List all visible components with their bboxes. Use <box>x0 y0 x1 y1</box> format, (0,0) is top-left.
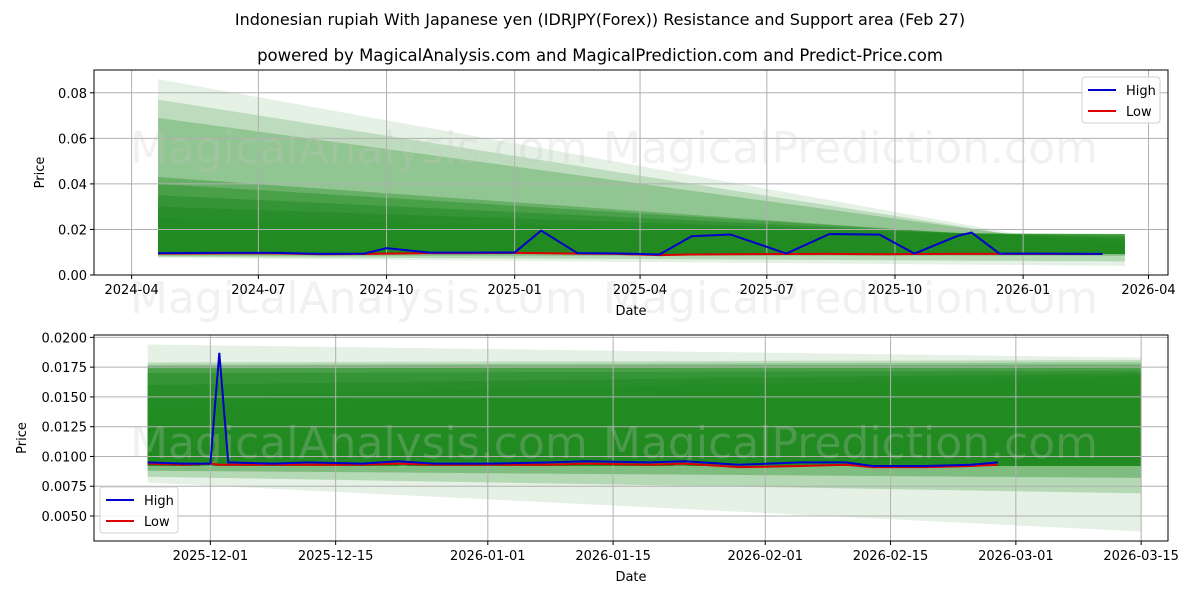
y-axis-label: Price <box>15 422 30 454</box>
axes-frame <box>93 334 1169 542</box>
x-tick-label: 2025-12-01 <box>173 549 249 564</box>
grid <box>94 335 1168 541</box>
chart-panel-2: MagicalAnalysis.com MagicalPrediction.com… <box>15 331 1179 585</box>
axes-frame <box>93 69 1169 276</box>
x-tick-label: 2026-03-15 <box>1103 549 1179 564</box>
high-legend-label: High <box>144 494 174 509</box>
y-tick-label: 0.06 <box>58 132 87 147</box>
high-series-line <box>147 352 999 467</box>
low-legend-label: Low <box>144 515 170 530</box>
y-tick-label: 0.0050 <box>42 510 88 525</box>
x-tick-label: 2025-10 <box>868 283 922 298</box>
x-axis-label: Date <box>615 304 646 319</box>
chart-panel-1: MagicalAnalysis.com MagicalPrediction.com… <box>33 69 1176 324</box>
y-tick-label: 0.08 <box>58 87 87 102</box>
y-tick-label: 0.0100 <box>42 450 88 465</box>
x-tick-label: 2026-01-15 <box>575 549 651 564</box>
x-tick-label: 2026-02-15 <box>853 549 929 564</box>
x-tick-label: 2026-04 <box>1121 283 1175 298</box>
y-tick-label: 0.0200 <box>42 331 88 346</box>
x-tick-label: 2024-10 <box>359 283 413 298</box>
y-tick-label: 0.00 <box>58 269 87 284</box>
y-tick-label: 0.02 <box>58 223 87 238</box>
x-tick-label: 2026-01 <box>996 283 1050 298</box>
low-legend-label: Low <box>1126 105 1152 120</box>
y-axis-label: Price <box>33 157 48 189</box>
watermark: MagicalAnalysis.com <box>130 418 588 469</box>
x-tick-label: 2024-07 <box>231 283 285 298</box>
legend: High Low <box>99 486 179 534</box>
y-tick-label: 0.04 <box>58 178 87 193</box>
x-tick-label: 2025-01 <box>488 283 542 298</box>
y-tick-label: 0.0125 <box>42 421 88 436</box>
x-tick-label: 2026-01-01 <box>450 549 526 564</box>
x-axis-label: Date <box>615 570 646 585</box>
chart-title: Indonesian rupiah With Japanese yen (IDR… <box>234 10 966 29</box>
low-series-line <box>147 462 998 469</box>
y-tick-label: 0.0150 <box>42 391 88 406</box>
x-tick-label: 2026-03-01 <box>978 549 1054 564</box>
x-tick-label: 2025-04 <box>613 283 667 298</box>
chart-subtitle: powered by MagicalAnalysis.com and Magic… <box>257 46 943 65</box>
watermark: MagicalAnalysis.com <box>130 123 588 174</box>
y-tick-label: 0.0075 <box>42 480 88 495</box>
watermark: MagicalAnalysis.com <box>130 273 588 324</box>
grid <box>94 70 1168 276</box>
legend: High Low <box>1081 76 1161 124</box>
x-tick-label: 2024-04 <box>104 283 158 298</box>
high-legend-label: High <box>1126 84 1156 99</box>
high-series-line <box>158 229 1103 256</box>
x-tick-label: 2026-02-01 <box>727 549 803 564</box>
resistance-support-bands <box>147 344 1142 532</box>
watermark: MagicalPrediction.com <box>603 273 1098 324</box>
watermark: MagicalPrediction.com <box>603 123 1098 174</box>
x-tick-label: 2025-12-15 <box>298 549 374 564</box>
x-tick-label: 2025-07 <box>740 283 794 298</box>
y-tick-label: 0.0175 <box>42 361 88 376</box>
